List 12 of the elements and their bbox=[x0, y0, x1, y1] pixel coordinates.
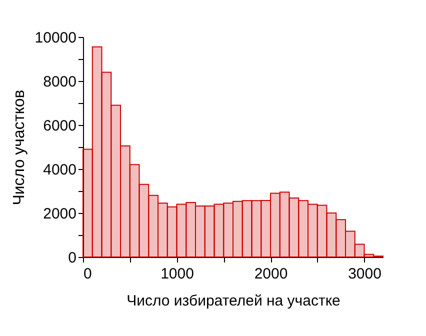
x-axis-title: Число избирателей на участке bbox=[126, 292, 340, 310]
y-tick-label: 6000 bbox=[43, 118, 76, 134]
y-tick-label: 4000 bbox=[43, 162, 76, 178]
y-tick-label: 10000 bbox=[34, 30, 76, 46]
x-tick-label: 0 bbox=[84, 266, 92, 282]
y-axis-title: Число участков bbox=[10, 90, 28, 206]
y-tick-label: 8000 bbox=[43, 74, 76, 90]
x-tick-label: 2000 bbox=[254, 266, 288, 282]
x-tick-label: 1000 bbox=[160, 266, 194, 282]
y-tick-label: 2000 bbox=[43, 206, 76, 222]
y-tick-label: 0 bbox=[68, 250, 76, 266]
x-tick-label: 3000 bbox=[348, 266, 382, 282]
